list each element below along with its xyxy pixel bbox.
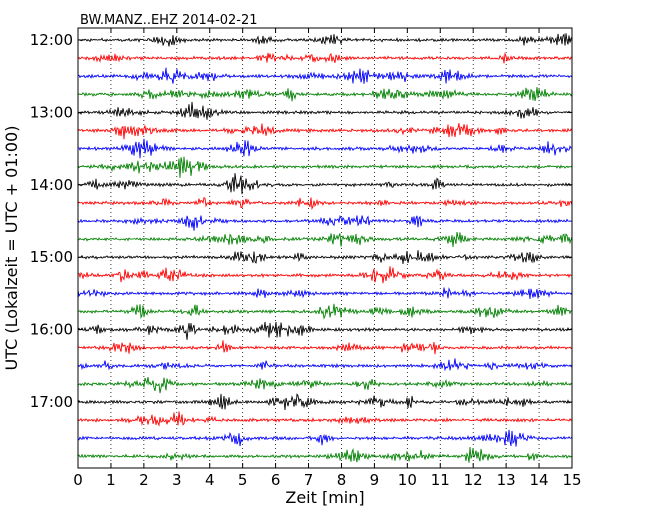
x-tick-label: 15 xyxy=(562,471,581,489)
trace-1715 xyxy=(77,411,573,427)
x-tick-label: 14 xyxy=(530,471,549,489)
trace-1230 xyxy=(77,67,573,84)
trace-1445 xyxy=(77,232,573,247)
y-tick-label: 17:00 xyxy=(30,393,73,411)
seismogram-traces xyxy=(77,33,573,463)
y-tick-label: 14:00 xyxy=(30,176,73,194)
trace-1315 xyxy=(77,123,573,140)
plot-frame xyxy=(77,27,573,469)
x-axis-ticks: 0 1 2 3 4 5 6 7 8 9 10 11 12 13 14 15 xyxy=(73,28,582,489)
y-axis-ticks: 12:00 13:00 14:00 15:00 16:00 17:00 xyxy=(30,31,572,411)
y-tick-label: 15:00 xyxy=(30,248,73,266)
trace-1700 xyxy=(77,393,573,411)
x-tick-label: 2 xyxy=(139,471,149,489)
x-tick-label: 9 xyxy=(370,471,380,489)
trace-1515 xyxy=(77,266,573,284)
trace-1530 xyxy=(77,287,573,299)
trace-1645 xyxy=(77,377,573,394)
x-tick-label: 12 xyxy=(464,471,483,489)
x-tick-label: 7 xyxy=(304,471,314,489)
trace-1345 xyxy=(77,156,573,178)
x-tick-label: 3 xyxy=(172,471,182,489)
x-tick-label: 4 xyxy=(205,471,215,489)
trace-1215 xyxy=(77,52,573,64)
trace-1630 xyxy=(77,358,573,372)
x-tick-label: 8 xyxy=(337,471,347,489)
y-axis-title: UTC (Lokalzeit = UTC + 01:00) xyxy=(2,126,21,371)
trace-1500 xyxy=(77,250,573,265)
trace-1730 xyxy=(77,429,573,447)
trace-1545 xyxy=(77,303,573,320)
trace-1245 xyxy=(77,86,573,102)
x-tick-label: 0 xyxy=(73,471,83,489)
x-tick-label: 6 xyxy=(271,471,281,489)
vertical-gridlines xyxy=(110,28,540,468)
trace-1415 xyxy=(77,197,573,211)
trace-1430 xyxy=(77,215,573,231)
trace-1200 xyxy=(77,33,573,47)
trace-1745 xyxy=(77,447,573,463)
x-tick-label: 10 xyxy=(398,471,417,489)
trace-1600 xyxy=(77,321,573,340)
trace-1330 xyxy=(77,138,573,159)
trace-1300 xyxy=(77,101,573,120)
trace-1615 xyxy=(77,340,573,355)
x-tick-label: 13 xyxy=(497,471,516,489)
y-tick-label: 12:00 xyxy=(30,31,73,49)
x-tick-label: 1 xyxy=(106,471,116,489)
y-tick-label: 16:00 xyxy=(30,321,73,339)
y-tick-label: 13:00 xyxy=(30,103,73,121)
trace-1400 xyxy=(77,173,573,195)
x-tick-label: 11 xyxy=(431,471,450,489)
x-tick-label: 5 xyxy=(238,471,248,489)
chart-title: BW.MANZ..EHZ 2014-02-21 xyxy=(80,13,258,28)
x-axis-title: Zeit [min] xyxy=(285,488,364,507)
